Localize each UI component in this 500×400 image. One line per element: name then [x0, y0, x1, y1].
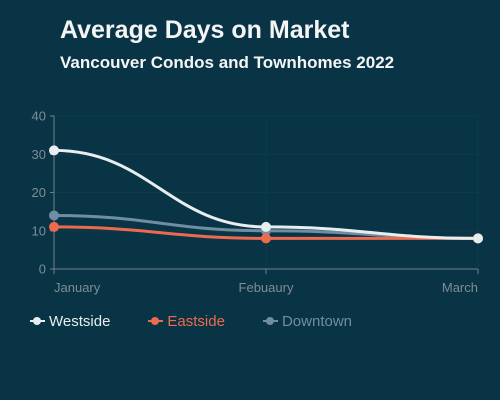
x-tick-label: March	[442, 280, 478, 295]
legend-swatch-icon	[30, 316, 45, 326]
data-point-westside	[261, 221, 271, 232]
x-tick-label: Febuaury	[239, 280, 294, 295]
data-point-westside	[49, 145, 59, 156]
legend-label: Downtown	[281, 312, 353, 330]
data-point-downtown	[49, 210, 59, 221]
data-point-westside	[473, 233, 483, 244]
legend-item-westside[interactable]: Westside	[30, 313, 110, 330]
chart-subtitle: Vancouver Condos and Townhomes 2022	[60, 53, 395, 72]
y-tick-label: 0	[39, 262, 46, 277]
data-point-eastside	[49, 221, 59, 232]
y-tick-label: 30	[32, 147, 46, 162]
grid-layer	[54, 115, 479, 269]
legend-label: Westside	[49, 312, 111, 330]
x-tick-label: January	[54, 280, 101, 295]
legend-item-downtown[interactable]: Downtown	[262, 312, 353, 330]
y-tick-label: 40	[32, 109, 46, 124]
y-tick-label: 10	[32, 223, 46, 238]
axis-layer: 0 10 20 30 40 January Febuaury March	[32, 109, 479, 295]
point-layer	[49, 145, 483, 244]
y-tick-label: 20	[32, 185, 46, 200]
chart-title: Average Days on Market	[60, 16, 350, 44]
legend-item-eastside[interactable]: Eastside	[148, 313, 225, 330]
legend-swatch-icon	[262, 316, 278, 326]
legend: Westside Eastside Downtown	[30, 311, 390, 331]
legend-swatch-icon	[148, 316, 164, 326]
legend-label: Eastside	[167, 312, 225, 330]
data-point-eastside	[261, 233, 271, 244]
